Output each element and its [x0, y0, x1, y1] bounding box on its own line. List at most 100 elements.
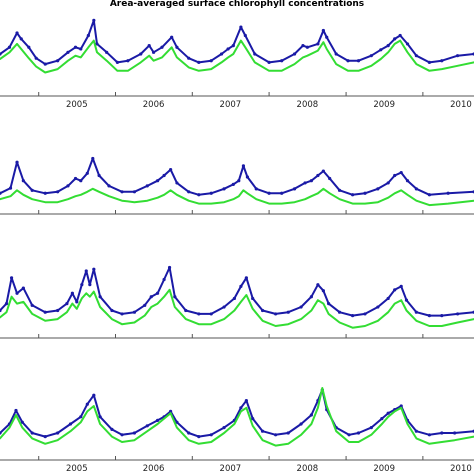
data-point: [0, 52, 2, 56]
data-point: [8, 186, 13, 190]
data-point: [404, 298, 409, 302]
series-line: [0, 288, 474, 329]
data-point: [92, 393, 96, 397]
series-line: [0, 157, 474, 196]
data-point: [105, 50, 109, 54]
data-point: [110, 427, 114, 431]
x-tick-label: 2010: [450, 100, 472, 110]
x-tick-label: 2010: [450, 464, 472, 474]
data-point: [197, 193, 201, 197]
data-point: [292, 52, 297, 56]
data-point: [316, 283, 320, 287]
data-point: [14, 408, 18, 413]
x-tick-label: 2008: [297, 100, 319, 110]
chart-panel: [0, 265, 474, 339]
data-point: [280, 191, 284, 195]
data-point: [15, 160, 19, 164]
data-point: [299, 422, 303, 426]
data-point: [0, 308, 2, 313]
data-point: [30, 303, 34, 307]
data-point: [65, 302, 69, 306]
data-point: [260, 308, 265, 313]
data-point: [84, 269, 88, 273]
data-point: [321, 28, 325, 33]
data-point: [88, 283, 92, 287]
data-point: [20, 420, 24, 424]
x-tick-label: 2006: [143, 100, 165, 110]
data-point: [414, 187, 418, 191]
data-point: [356, 431, 361, 435]
data-point: [43, 310, 47, 314]
data-point: [393, 173, 397, 178]
series-line: [0, 39, 474, 74]
data-point: [414, 310, 418, 314]
data-point: [393, 288, 397, 292]
data-point: [197, 312, 201, 316]
data-point: [167, 265, 172, 270]
data-point: [321, 289, 325, 293]
data-point: [43, 62, 47, 66]
data-point: [226, 47, 230, 51]
data-point: [305, 45, 309, 49]
data-point: [155, 179, 160, 183]
data-point: [251, 417, 255, 421]
data-point: [232, 296, 236, 301]
data-point: [209, 59, 213, 63]
data-point: [132, 190, 137, 194]
data-point: [98, 295, 102, 299]
chart-panel: 2005 2006 2007 2008 2009 2010: [0, 18, 474, 110]
data-point: [4, 302, 9, 306]
data-point: [147, 44, 151, 48]
data-point: [316, 173, 320, 178]
data-point: [309, 413, 313, 417]
data-point: [173, 295, 177, 299]
data-point: [145, 424, 149, 428]
data-point: [267, 191, 271, 195]
data-point: [455, 54, 460, 58]
data-point: [66, 50, 70, 54]
x-tick-label: 2005: [66, 100, 88, 110]
data-point: [162, 277, 166, 282]
data-point: [369, 54, 373, 58]
data-point: [120, 190, 124, 194]
data-point: [440, 314, 444, 318]
data-point: [337, 310, 342, 314]
data-point: [321, 169, 325, 173]
data-point: [453, 431, 457, 435]
data-point: [251, 296, 255, 301]
data-point: [369, 426, 373, 430]
data-point: [414, 54, 418, 58]
data-point: [139, 52, 143, 56]
data-point: [325, 35, 329, 39]
x-tick-label: 2007: [220, 464, 242, 474]
data-point: [328, 176, 332, 181]
data-point: [56, 308, 60, 313]
data-point: [351, 193, 355, 197]
data-point: [286, 310, 290, 314]
panels: 2005 2006 2007 2008 2009 2010 2005 2006 2007 2008…: [0, 18, 474, 474]
data-point: [120, 433, 124, 437]
data-point: [334, 52, 338, 56]
data-point: [110, 308, 114, 313]
x-tick-label: 2009: [373, 100, 395, 110]
data-point: [43, 191, 47, 195]
data-point: [393, 37, 397, 41]
data-point: [115, 60, 119, 64]
data-point: [98, 415, 102, 419]
data-point: [405, 42, 410, 46]
chart-panel: 2005 2006 2007 2008 2009 2010: [0, 387, 474, 474]
data-point: [97, 173, 101, 178]
data-point: [0, 431, 2, 435]
data-point: [222, 187, 226, 191]
x-tick-label: 2009: [373, 464, 395, 474]
x-tick-label: 2007: [220, 100, 242, 110]
data-point: [244, 276, 248, 280]
x-tick-label: 2005: [66, 464, 88, 474]
data-point: [15, 291, 19, 295]
data-point: [160, 45, 164, 49]
data-point: [347, 433, 351, 437]
data-point: [43, 435, 47, 439]
data-point: [398, 33, 402, 38]
data-point: [222, 426, 226, 430]
